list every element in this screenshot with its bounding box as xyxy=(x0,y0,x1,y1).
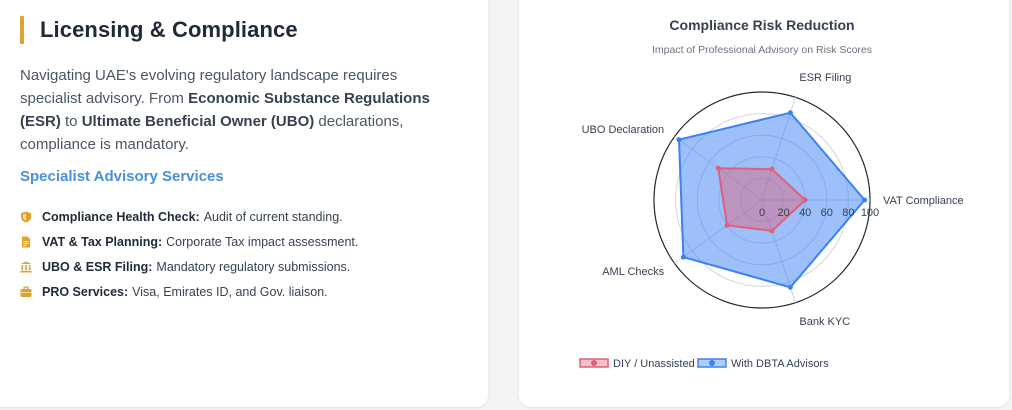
series-0 xyxy=(715,165,808,234)
tick-label: 0 xyxy=(759,207,765,219)
section-title: Licensing & Compliance xyxy=(40,17,298,42)
tick-label: 60 xyxy=(821,207,833,219)
services-heading: Specialist Advisory Services xyxy=(20,168,224,185)
legend-item[interactable]: With DBTA Advisors xyxy=(697,358,829,370)
accent-bar xyxy=(20,16,24,44)
legend-label: With DBTA Advisors xyxy=(731,358,829,370)
data-point[interactable] xyxy=(787,110,793,116)
intro-text-1: Navigating UAE's evolving regulatory lan… xyxy=(20,67,398,107)
series-area xyxy=(677,111,866,289)
intro-text-3: declarations, compliance is mandatory. xyxy=(20,113,404,153)
service-label: PRO Services: xyxy=(42,284,129,299)
tick-label: 100 xyxy=(861,207,879,219)
intro-bold-ubo: Ultimate Beneficial Owner (UBO) xyxy=(81,113,315,130)
data-point[interactable] xyxy=(802,197,808,203)
service-desc: Corporate Tax impact assessment. xyxy=(166,234,359,249)
services-list: Compliance Health Check: Audit of curren… xyxy=(20,204,358,304)
axis-label: Bank KYC xyxy=(799,316,850,328)
axis-label: ESR Filing xyxy=(799,72,851,84)
data-point[interactable] xyxy=(680,254,686,260)
legend-item[interactable]: DIY / Unassisted xyxy=(579,358,695,370)
axis-label: AML Checks xyxy=(602,266,664,278)
intro-bold-esr: Economic Substance Regulations (ESR) xyxy=(20,90,430,130)
building-icon xyxy=(20,261,32,273)
licensing-card: Licensing & Compliance Navigating UAE's … xyxy=(0,0,488,407)
axis-label: UBO Declaration xyxy=(582,124,665,136)
tick-label: 80 xyxy=(842,207,854,219)
service-label: UBO & ESR Filing: xyxy=(42,259,153,274)
service-desc: Visa, Emirates ID, and Gov. liaison. xyxy=(132,284,328,299)
service-desc: Audit of current standing. xyxy=(203,209,343,224)
data-point[interactable] xyxy=(787,284,793,290)
file-invoice-icon xyxy=(20,236,32,248)
briefcase-icon xyxy=(20,285,32,298)
legend-label: DIY / Unassisted xyxy=(613,358,695,370)
chart-title: Compliance Risk Reduction xyxy=(669,17,854,33)
legend-marker xyxy=(709,360,715,366)
data-point[interactable] xyxy=(715,165,721,171)
list-item: PRO Services: Visa, Emirates ID, and Gov… xyxy=(20,279,358,304)
service-label: Compliance Health Check: xyxy=(42,209,200,224)
list-item: Compliance Health Check: Audit of curren… xyxy=(20,204,358,229)
tick-label: 20 xyxy=(777,207,789,219)
chart-subtitle: Impact of Professional Advisory on Risk … xyxy=(652,44,872,56)
data-point[interactable] xyxy=(676,137,682,143)
list-item: VAT & Tax Planning: Corporate Tax impact… xyxy=(20,229,358,254)
data-point[interactable] xyxy=(769,166,775,172)
series-1 xyxy=(676,110,868,290)
axis-label: VAT Compliance xyxy=(883,195,964,207)
intro-text-2: to xyxy=(60,113,82,130)
service-desc: Mandatory regulatory submissions. xyxy=(156,259,351,274)
section-header: Licensing & Compliance xyxy=(20,16,298,44)
legend-marker xyxy=(591,360,597,366)
data-point[interactable] xyxy=(724,222,730,228)
service-label: VAT & Tax Planning: xyxy=(42,234,163,249)
tick-label: 40 xyxy=(799,207,811,219)
series-area xyxy=(717,167,807,232)
intro-paragraph: Navigating UAE's evolving regulatory lan… xyxy=(20,64,450,156)
shield-icon xyxy=(20,211,32,223)
data-point[interactable] xyxy=(769,228,775,234)
data-point[interactable] xyxy=(862,197,868,203)
list-item: UBO & ESR Filing: Mandatory regulatory s… xyxy=(20,254,358,279)
